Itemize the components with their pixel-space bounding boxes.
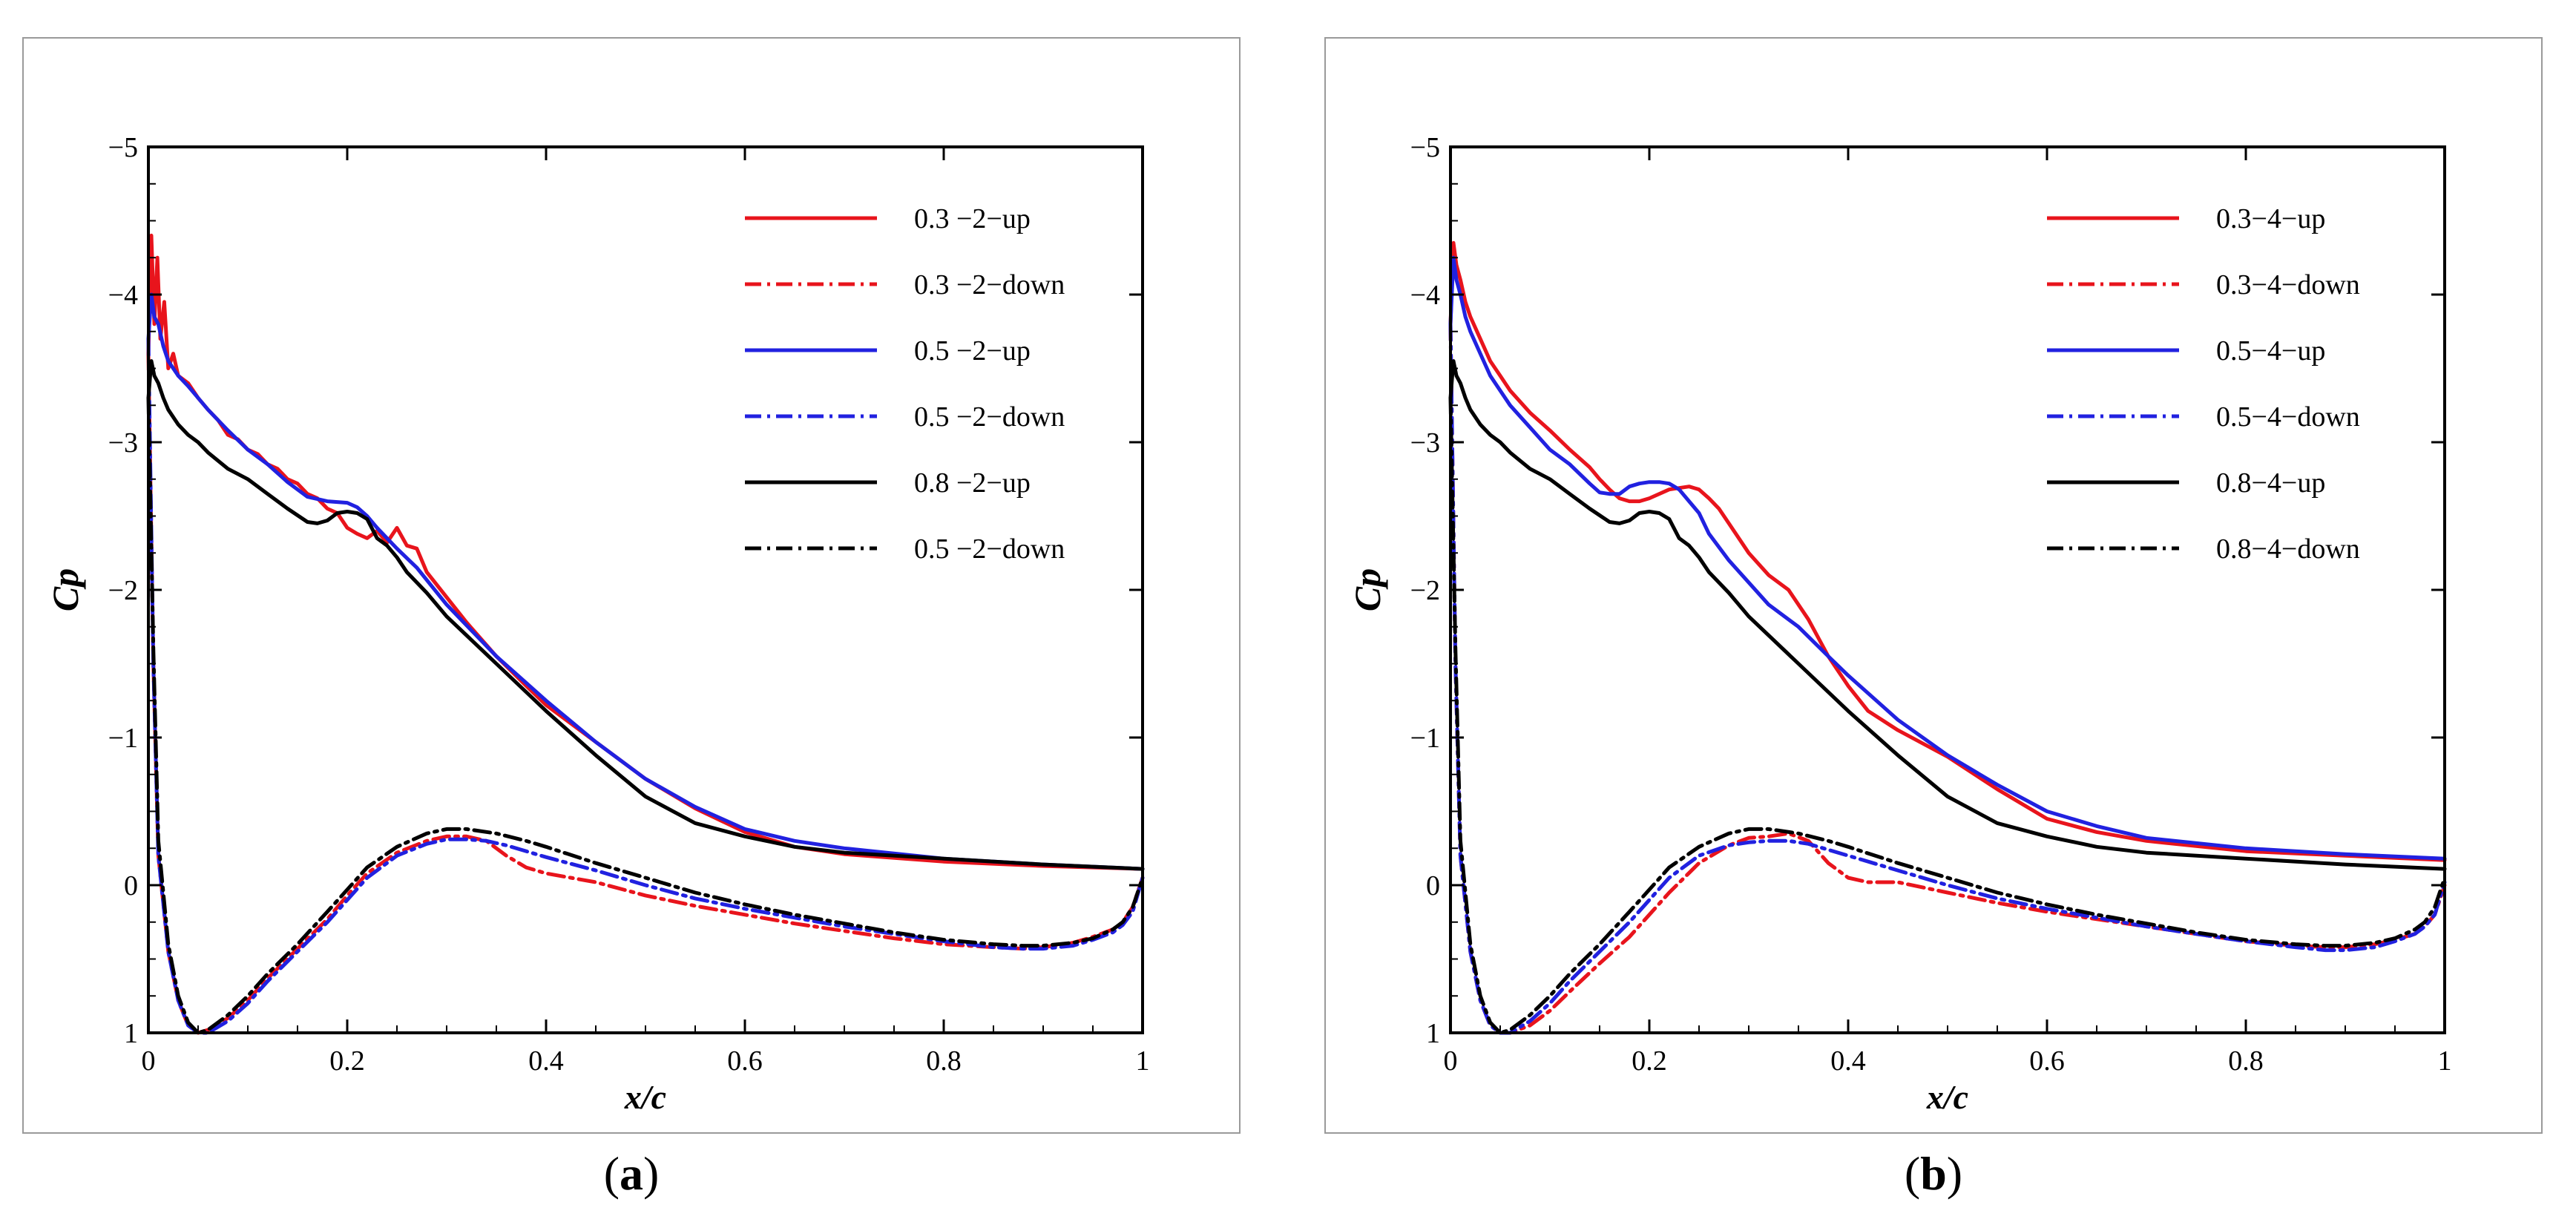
chart-panel-b: 0 0.2 0.4 0.6 0.8 1 1 0 −1 −2 −3 −4 −5 x/c Cp 0.3−4−up 0… [1324, 37, 2543, 1134]
y-tick-label: −4 [108, 280, 138, 311]
x-tick-label: 0.4 [528, 1045, 564, 1077]
x-tick-label: 0.8 [926, 1045, 962, 1077]
legend-label-1: 0.3 −2−down [914, 269, 1065, 300]
legend-label-0: 0.3 −2−up [914, 203, 1031, 234]
legend-label-1: 0.3−4−down [2216, 269, 2360, 300]
x-axis-label: x/c [1926, 1078, 1968, 1116]
series-line-2 [146, 292, 1145, 871]
y-axis-label: Cp [45, 568, 86, 611]
series-line-2 [1448, 255, 2447, 861]
x-tick-label: 0.2 [329, 1045, 365, 1077]
y-tick-label: 1 [124, 1018, 138, 1049]
legend-label-4: 0.8−4−up [2216, 467, 2325, 499]
series-line-1 [146, 352, 1145, 1035]
x-tick-label: 0.4 [1830, 1045, 1866, 1077]
x-tick-label: 1 [2438, 1045, 2452, 1077]
x-tick-label: 1 [1136, 1045, 1150, 1077]
y-tick-label: −2 [108, 575, 138, 606]
y-tick-label: −4 [1410, 280, 1440, 311]
legend: 0.3 −2−up 0.3 −2−down 0.5 −2−up 0.5 −2−down… [745, 203, 1065, 565]
caption-a: (a) [603, 1147, 660, 1200]
y-tick-label: 0 [124, 870, 138, 901]
x-tick-label: 0.8 [2228, 1045, 2264, 1077]
x-tick-label: 0 [142, 1045, 156, 1077]
legend-label-0: 0.3−4−up [2216, 203, 2325, 234]
legend-label-3: 0.5 −2−down [914, 401, 1065, 433]
legend-label-2: 0.5−4−up [2216, 335, 2325, 367]
y-axis-label: Cp [1347, 568, 1388, 611]
y-tick-label: −1 [1410, 723, 1440, 754]
x-tick-label: 0.6 [727, 1045, 763, 1077]
caption-b: (b) [1904, 1147, 1963, 1200]
legend-label-2: 0.5 −2−up [914, 335, 1031, 367]
y-tick-label: −3 [108, 427, 138, 459]
series-line-3 [146, 337, 1145, 1035]
y-tick-label: −1 [108, 723, 138, 754]
y-tick-label: 1 [1426, 1018, 1440, 1049]
x-tick-label: 0.2 [1632, 1045, 1667, 1077]
y-tick-label: −2 [1410, 575, 1440, 606]
y-tick-label: −3 [1410, 427, 1440, 459]
series-line-4 [146, 359, 1145, 871]
chart-panel-a: 0 0.2 0.4 0.6 0.8 1 1 0 −1 −2 −3 −4 −5 x/c Cp 0.3 −2−up… [22, 37, 1241, 1134]
legend-label-4: 0.8 −2−up [914, 467, 1031, 499]
x-tick-label: 0.6 [2029, 1045, 2065, 1077]
y-tick-label: −5 [108, 132, 138, 163]
legend: 0.3−4−up 0.3−4−down 0.5−4−up 0.5−4−down 0.8−… [2047, 203, 2360, 565]
y-tick-label: −5 [1410, 132, 1440, 163]
legend-label-5: 0.8−4−down [2216, 533, 2360, 565]
legend-label-5: 0.5 −2−down [914, 533, 1065, 565]
legend-label-3: 0.5−4−down [2216, 401, 2360, 433]
x-axis-label: x/c [624, 1078, 666, 1116]
y-tick-label: 0 [1426, 870, 1440, 901]
chart-b-svg: 0 0.2 0.4 0.6 0.8 110−1−2−3−4−5x/cCp0.3−4−up0… [1347, 132, 2452, 1116]
x-tick-label: 0 [1444, 1045, 1458, 1077]
series-line-4 [1448, 359, 2447, 871]
